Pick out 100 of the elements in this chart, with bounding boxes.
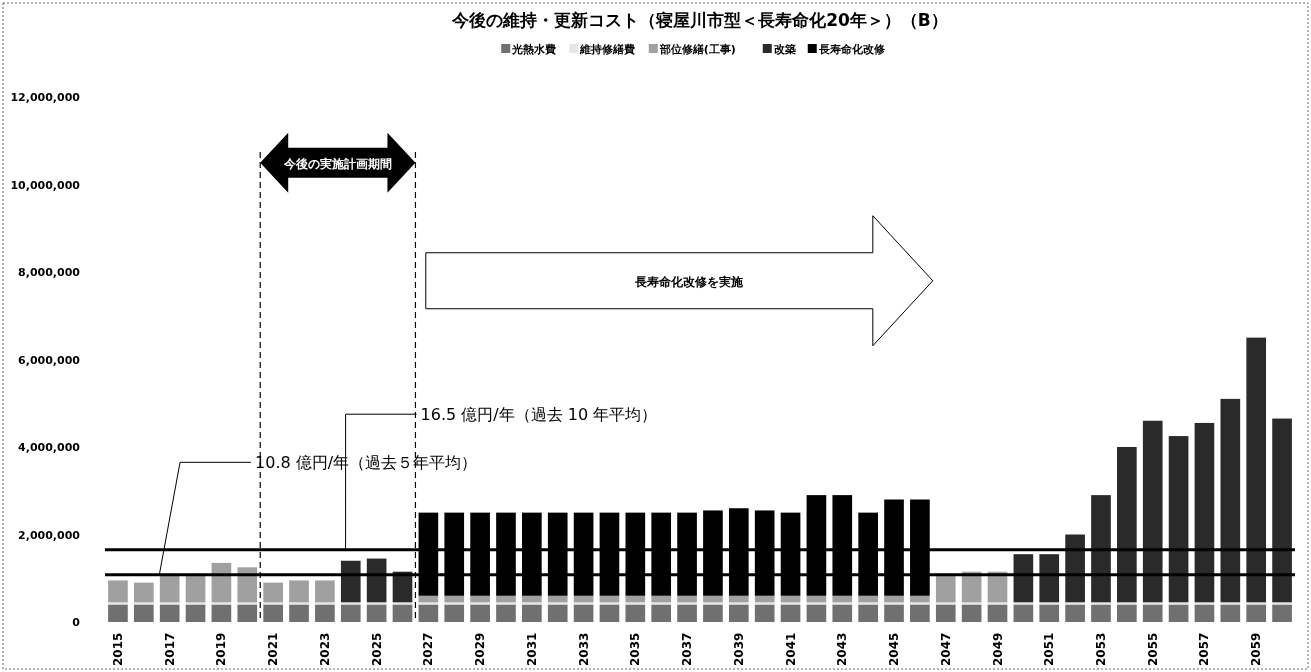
bar xyxy=(910,604,930,622)
bar xyxy=(444,602,465,605)
bar xyxy=(315,602,335,605)
title: 今後の維持・更新コスト（寝屋川市型＜長寿命化20年＞）（B） xyxy=(452,10,948,30)
bar xyxy=(547,595,568,603)
bar xyxy=(263,582,283,603)
bar xyxy=(1246,604,1267,622)
x-tick-label: 2031 xyxy=(524,632,539,666)
bar xyxy=(1013,604,1034,622)
bar xyxy=(392,602,413,605)
x-tick-label: 2035 xyxy=(628,632,643,666)
bar xyxy=(1039,602,1060,605)
x-tick-label: 2017 xyxy=(162,632,177,666)
bar xyxy=(806,602,827,605)
bar xyxy=(133,582,154,603)
bar xyxy=(289,602,309,605)
bar xyxy=(1272,604,1292,622)
bar xyxy=(392,604,413,622)
x-tick-label: 2019 xyxy=(214,632,229,666)
bar xyxy=(470,604,490,622)
bar xyxy=(1091,495,1111,603)
legend-label: 部位修繕(工事) xyxy=(658,43,736,56)
legend-label: 光熱水費 xyxy=(511,43,557,56)
bar xyxy=(987,602,1008,605)
bar xyxy=(832,602,853,605)
bar xyxy=(677,604,697,622)
bar xyxy=(444,604,465,622)
annotation: 長寿命化改修を実施 xyxy=(634,274,745,289)
bar xyxy=(1272,418,1292,603)
x-tick-label: 2021 xyxy=(266,632,281,666)
bar xyxy=(1013,554,1034,603)
bar xyxy=(496,595,516,603)
bar xyxy=(1039,604,1060,622)
legend-label: 改築 xyxy=(773,43,796,56)
bar xyxy=(910,595,930,603)
x-tick-label: 2057 xyxy=(1197,632,1212,666)
bar xyxy=(366,602,387,605)
bar xyxy=(910,602,930,605)
bar xyxy=(522,602,542,605)
x-tick-label: 2047 xyxy=(938,632,953,666)
x-tick-label: 2055 xyxy=(1145,632,1160,666)
bar xyxy=(651,604,672,622)
bar xyxy=(1194,604,1215,622)
bar xyxy=(703,602,723,605)
bar xyxy=(1168,604,1189,622)
bar xyxy=(1065,534,1085,603)
bar xyxy=(211,602,232,605)
bar xyxy=(1039,554,1060,603)
bar xyxy=(547,604,568,622)
bar xyxy=(858,602,878,605)
bar xyxy=(728,602,749,605)
bar xyxy=(625,595,646,603)
bar xyxy=(237,567,258,603)
x-tick-label: 2029 xyxy=(473,632,488,666)
bar xyxy=(1117,447,1137,603)
x-tick-label: 2015 xyxy=(110,632,125,666)
bar xyxy=(1194,422,1215,603)
bar xyxy=(573,602,594,605)
legend-label: 長寿命化改修 xyxy=(817,43,886,56)
bar xyxy=(263,602,283,605)
y-tick-label: 0 xyxy=(72,616,81,629)
bar xyxy=(315,604,335,622)
bar xyxy=(340,560,361,603)
bar xyxy=(728,604,749,622)
bar xyxy=(1272,602,1292,605)
bar xyxy=(806,604,827,622)
x-tick-label: 2059 xyxy=(1249,632,1264,666)
bar xyxy=(935,573,956,603)
y-tick-label: 4,000,000 xyxy=(18,441,81,454)
bar xyxy=(1168,602,1189,605)
x-tick-label: 2025 xyxy=(369,632,384,666)
bar xyxy=(961,602,982,605)
x-tick-label: 2027 xyxy=(421,632,436,666)
bar xyxy=(987,604,1008,622)
y-tick-label: 2,000,000 xyxy=(18,528,81,542)
bar xyxy=(780,604,801,622)
bar xyxy=(340,604,361,622)
bar xyxy=(832,595,853,603)
bar xyxy=(884,602,904,605)
x-tick-label: 2037 xyxy=(680,632,695,666)
bar xyxy=(858,604,878,622)
bar xyxy=(1091,604,1111,622)
bar xyxy=(340,602,361,605)
y-tick-label: 6,000,000 xyxy=(18,353,81,367)
bar xyxy=(884,595,904,603)
bar xyxy=(1065,604,1085,622)
x-tick-label: 2049 xyxy=(990,632,1005,666)
bar xyxy=(1142,602,1163,605)
bar xyxy=(651,602,672,605)
bar xyxy=(237,602,258,605)
bar xyxy=(237,604,258,622)
bar xyxy=(1220,602,1241,605)
bar xyxy=(1194,602,1215,605)
x-tick-label: 2043 xyxy=(835,632,850,666)
bar xyxy=(754,595,775,603)
bar xyxy=(728,595,749,603)
bar xyxy=(599,604,620,622)
bar xyxy=(961,604,982,622)
bar xyxy=(677,602,697,605)
bar xyxy=(522,604,542,622)
